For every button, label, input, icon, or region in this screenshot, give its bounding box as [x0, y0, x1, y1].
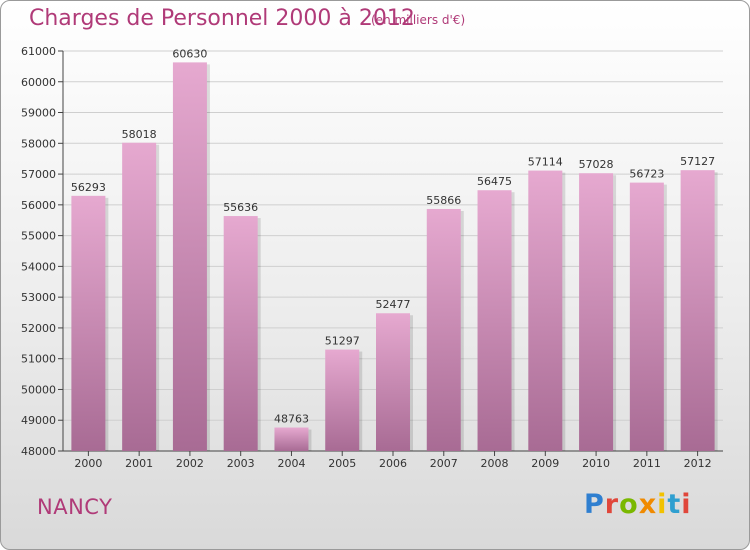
y-tick-label: 48000	[21, 445, 56, 458]
bar-value-label: 57127	[680, 155, 715, 168]
bar	[579, 173, 614, 451]
x-tick-label: 2011	[633, 457, 661, 470]
y-tick-label: 52000	[21, 322, 56, 335]
bar	[426, 208, 461, 451]
x-tick-label: 2004	[277, 457, 305, 470]
y-tick-label: 58000	[21, 137, 56, 150]
y-tick-label: 51000	[21, 353, 56, 366]
x-tick-label: 2009	[531, 457, 559, 470]
y-tick-label: 60000	[21, 76, 56, 89]
y-tick-label: 61000	[21, 45, 56, 58]
x-tick-label: 2012	[684, 457, 712, 470]
y-tick-label: 53000	[21, 291, 56, 304]
y-tick-label: 56000	[21, 199, 56, 212]
brand-letter: i	[681, 489, 692, 520]
brand-letter: r	[604, 489, 620, 520]
y-tick-label: 57000	[21, 168, 56, 181]
x-tick-label: 2010	[582, 457, 610, 470]
x-tick-label: 2002	[176, 457, 204, 470]
unit-note: (en milliers d'€)	[371, 13, 466, 27]
bar-value-label: 57114	[528, 156, 563, 169]
bar	[172, 62, 207, 452]
bar	[376, 313, 410, 451]
y-tick-label: 59000	[21, 107, 56, 120]
bar-value-label: 58018	[122, 128, 157, 141]
bar-value-label: 55636	[223, 201, 258, 214]
x-tick-label: 2000	[74, 457, 102, 470]
y-tick-label: 54000	[21, 260, 56, 273]
y-tick-label: 49000	[21, 414, 56, 427]
brand-letter: o	[619, 489, 639, 520]
x-tick-label: 2006	[379, 457, 407, 470]
bar-value-label: 57028	[579, 158, 614, 171]
chart-title: Charges de Personnel 2000 à 2012	[29, 6, 415, 31]
x-tick-label: 2007	[430, 457, 458, 470]
bar	[680, 170, 715, 451]
bar-value-label: 52477	[376, 298, 411, 311]
bar	[71, 195, 106, 451]
bar-value-label: 56293	[71, 181, 106, 194]
bar	[528, 170, 563, 452]
y-tick-label: 55000	[21, 230, 56, 243]
x-tick-label: 2001	[125, 457, 153, 470]
bar-value-label: 56723	[629, 168, 664, 181]
bar	[223, 216, 258, 451]
x-tick-label: 2008	[481, 457, 509, 470]
y-tick-label: 50000	[21, 383, 56, 396]
bar	[274, 427, 309, 451]
bar-value-label: 56475	[477, 175, 512, 188]
bar-value-label: 48763	[274, 413, 309, 426]
bar	[477, 190, 512, 451]
x-tick-label: 2005	[328, 457, 356, 470]
bar-value-label: 51297	[325, 335, 360, 348]
brand-letter: t	[667, 489, 682, 520]
brand-letter: x	[638, 489, 658, 520]
bar	[325, 349, 360, 451]
bar-value-label: 55866	[426, 194, 461, 207]
bar	[122, 142, 157, 451]
bar-value-label: 60630	[172, 47, 207, 60]
x-tick-label: 2003	[227, 457, 255, 470]
brand-letter: P	[584, 489, 605, 520]
brand-logo: Proxiti	[584, 489, 692, 520]
bar	[629, 182, 664, 451]
city-name: NANCY	[37, 495, 113, 519]
brand-letter: i	[657, 489, 668, 520]
